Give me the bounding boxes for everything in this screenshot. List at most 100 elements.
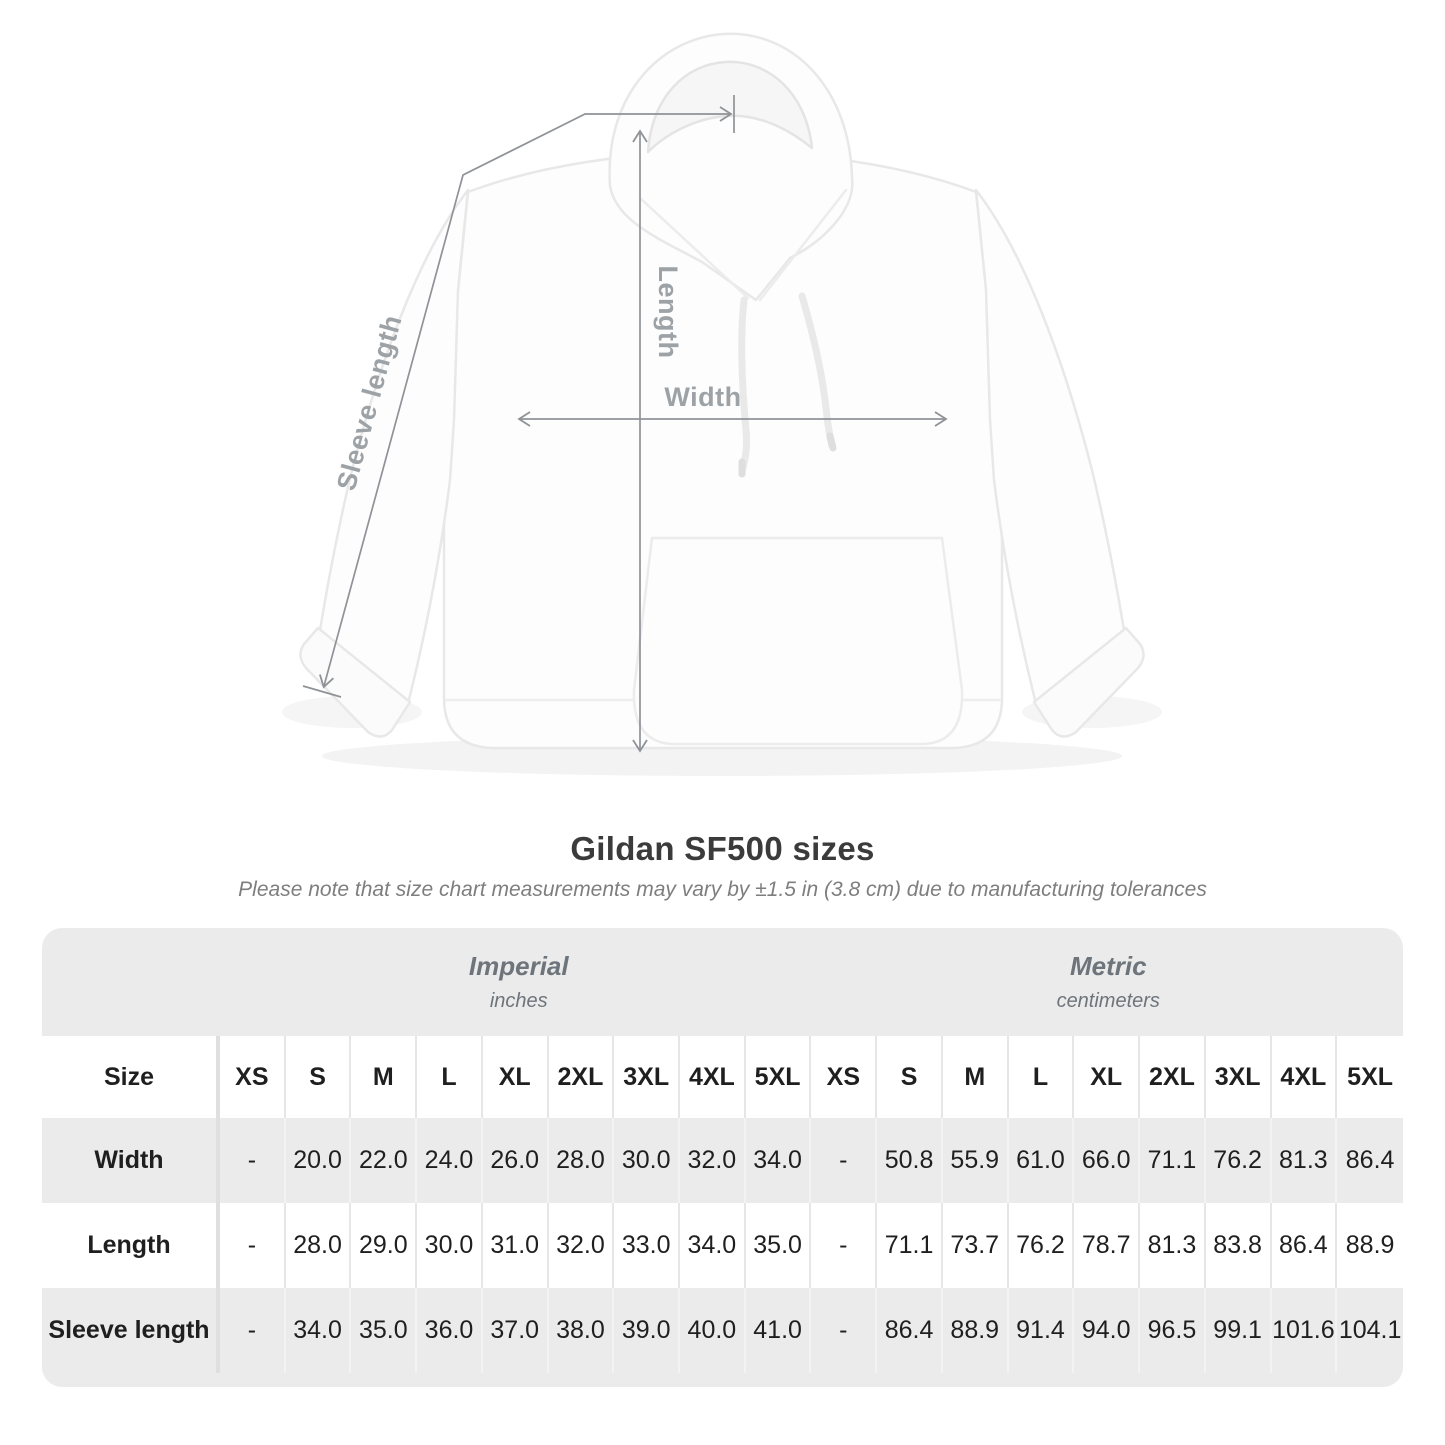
table-cell: 86.4 bbox=[877, 1288, 943, 1373]
hoodie-right-sleeve bbox=[974, 188, 1126, 706]
table-cell: 39.0 bbox=[614, 1288, 681, 1373]
table-cell: 37.0 bbox=[483, 1288, 549, 1373]
size-col-header: 2XL bbox=[1140, 1036, 1206, 1118]
measurement-lines bbox=[302, 95, 948, 753]
table-cell: 71.1 bbox=[1140, 1118, 1206, 1203]
table-cell: 28.0 bbox=[286, 1203, 352, 1288]
table-cell: - bbox=[220, 1118, 286, 1203]
size-col-header: XS bbox=[220, 1036, 286, 1118]
table-cell: 35.0 bbox=[351, 1288, 418, 1373]
table-cell: 40.0 bbox=[680, 1288, 746, 1373]
size-col-header: 5XL bbox=[1347, 1062, 1394, 1091]
size-col-header: 3XL bbox=[614, 1036, 681, 1118]
table-cell: 31.0 bbox=[483, 1203, 549, 1288]
size-col-header: M bbox=[943, 1036, 1009, 1118]
table-cell: 104.1 bbox=[1338, 1316, 1402, 1344]
table-cell: 30.0 bbox=[614, 1118, 681, 1203]
size-col-header: XL bbox=[1074, 1036, 1141, 1118]
size-col-header: S bbox=[286, 1036, 352, 1118]
size-col-header: S bbox=[877, 1036, 943, 1118]
size-table-container: Imperial inches Metric centimeters Size … bbox=[42, 928, 1403, 1387]
table-cell: 41.0 bbox=[746, 1288, 812, 1373]
table-cell: - bbox=[811, 1118, 878, 1203]
table-cell: 76.2 bbox=[1009, 1203, 1075, 1288]
tolerance-note: Please note that size chart measurements… bbox=[238, 878, 1207, 901]
table-cell: 71.1 bbox=[877, 1203, 943, 1288]
table-cell: 36.0 bbox=[417, 1288, 483, 1373]
size-col-header: L bbox=[1009, 1036, 1075, 1118]
table-cell: 38.0 bbox=[549, 1288, 615, 1373]
table-cell: 22.0 bbox=[351, 1118, 418, 1203]
table-cell: 30.0 bbox=[417, 1203, 483, 1288]
table-cell: - bbox=[811, 1288, 878, 1373]
table-cell: 86.4 bbox=[1272, 1203, 1338, 1288]
table-cell: 28.0 bbox=[549, 1118, 615, 1203]
table-cell: 99.1 bbox=[1206, 1288, 1272, 1373]
table-cell: 32.0 bbox=[549, 1203, 615, 1288]
table-cell: 73.7 bbox=[943, 1203, 1009, 1288]
table-cell: 50.8 bbox=[877, 1118, 943, 1203]
table-cell: 32.0 bbox=[680, 1118, 746, 1203]
size-col-header: L bbox=[417, 1036, 483, 1118]
table-row-width: Width - 20.0 22.0 24.0 26.0 28.0 30.0 32… bbox=[42, 1118, 1403, 1203]
table-cell: 34.0 bbox=[746, 1118, 812, 1203]
table-cell: 101.6 bbox=[1272, 1288, 1338, 1373]
table-cell: 88.9 bbox=[943, 1288, 1009, 1373]
table-cell: - bbox=[811, 1203, 878, 1288]
table-cell: 34.0 bbox=[680, 1203, 746, 1288]
table-cell: 26.0 bbox=[483, 1118, 549, 1203]
imperial-header: Imperial inches bbox=[224, 951, 814, 1013]
size-col-header: 2XL bbox=[549, 1036, 615, 1118]
hoodie-right-cuff bbox=[1032, 626, 1145, 738]
size-table: Size XS S M L XL 2XL 3XL 4XL 5XL XS S M … bbox=[42, 1036, 1403, 1373]
table-cell: 78.7 bbox=[1074, 1203, 1141, 1288]
page-title: Gildan SF500 sizes bbox=[570, 830, 875, 867]
table-cell: 76.2 bbox=[1206, 1118, 1272, 1203]
imperial-unit: inches bbox=[489, 990, 548, 1012]
table-cell: 81.3 bbox=[1140, 1203, 1206, 1288]
hoodie-pocket bbox=[632, 536, 964, 746]
table-cell: 66.0 bbox=[1074, 1118, 1141, 1203]
table-cell: 34.0 bbox=[286, 1288, 352, 1373]
hoodie-measurement-diagram: Sleeve length Length Width bbox=[299, 32, 1145, 776]
row-label: Length bbox=[42, 1203, 220, 1288]
table-cell: 29.0 bbox=[351, 1203, 418, 1288]
metric-header: Metric centimeters bbox=[814, 951, 1404, 1013]
row-label: Width bbox=[42, 1118, 220, 1203]
table-cell: 61.0 bbox=[1009, 1118, 1075, 1203]
table-cell: - bbox=[220, 1288, 286, 1373]
length-label: Length bbox=[653, 266, 683, 359]
table-cell: 35.0 bbox=[746, 1203, 812, 1288]
unit-band: Imperial inches Metric centimeters bbox=[42, 928, 1403, 1036]
table-cell: 91.4 bbox=[1009, 1288, 1075, 1373]
table-cell: - bbox=[220, 1203, 286, 1288]
table-cell: 83.8 bbox=[1206, 1203, 1272, 1288]
sleeve-bottom-tick bbox=[302, 685, 342, 698]
table-cell: 24.0 bbox=[417, 1118, 483, 1203]
size-col-header: 4XL bbox=[1272, 1036, 1338, 1118]
row-label: Sleeve length bbox=[42, 1288, 220, 1373]
table-row-length: Length - 28.0 29.0 30.0 31.0 32.0 33.0 3… bbox=[42, 1203, 1403, 1288]
table-cell: 96.5 bbox=[1140, 1288, 1206, 1373]
table-cell: 88.9 bbox=[1345, 1231, 1395, 1259]
size-col-header: 5XL bbox=[746, 1036, 812, 1118]
size-col-header: 3XL bbox=[1206, 1036, 1272, 1118]
width-label: Width bbox=[664, 382, 741, 412]
table-cell: 20.0 bbox=[286, 1118, 352, 1203]
size-header-label: Size bbox=[42, 1036, 220, 1118]
size-header-row: Size XS S M L XL 2XL 3XL 4XL 5XL XS S M … bbox=[42, 1036, 1403, 1118]
size-col-header: M bbox=[351, 1036, 418, 1118]
size-col-header: XS bbox=[811, 1036, 878, 1118]
size-col-header: XL bbox=[483, 1036, 549, 1118]
imperial-name: Imperial bbox=[468, 951, 569, 981]
hoodie-illustration: Sleeve length Length Width bbox=[299, 32, 1145, 776]
metric-name: Metric bbox=[1069, 951, 1147, 981]
metric-unit: centimeters bbox=[1056, 990, 1160, 1012]
table-cell: 33.0 bbox=[614, 1203, 681, 1288]
table-row-sleeve-length: Sleeve length - 34.0 35.0 36.0 37.0 38.0… bbox=[42, 1288, 1403, 1373]
sleeve-length-line bbox=[319, 106, 733, 689]
table-cell: 81.3 bbox=[1272, 1118, 1338, 1203]
size-col-header: 4XL bbox=[680, 1036, 746, 1118]
table-cell: 94.0 bbox=[1074, 1288, 1141, 1373]
table-cell: 55.9 bbox=[943, 1118, 1009, 1203]
